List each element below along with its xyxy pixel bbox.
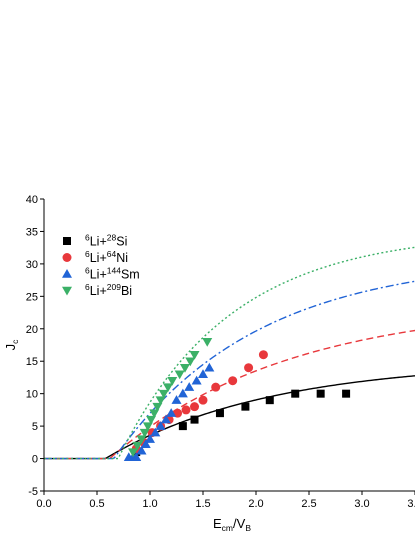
data-point-series-3 [146, 415, 157, 425]
y-tick-label: 35 [26, 226, 38, 238]
axes [43, 199, 415, 492]
data-point-series-2 [204, 362, 215, 372]
fit-curve-3 [44, 246, 415, 460]
data-point-series-3 [174, 370, 185, 380]
data-point-series-0 [342, 389, 351, 398]
data-point-series-3 [128, 448, 139, 458]
x-tick-label: 2.5 [301, 498, 316, 510]
data-point-series-2 [136, 445, 147, 455]
data-point-series-2 [171, 395, 182, 404]
y-tick-label: -5 [28, 486, 38, 498]
data-point-series-1 [244, 363, 254, 373]
data-point-series-3 [158, 389, 169, 399]
data-point-series-3 [149, 409, 160, 419]
data-point-series-0 [316, 389, 325, 398]
data-point-series-2 [140, 439, 151, 449]
y-tick-label: 0 [32, 454, 38, 466]
legend-label-1: 6Li+64Ni [85, 249, 128, 265]
data-point-series-2 [155, 421, 166, 430]
data-point-series-3 [185, 357, 196, 367]
data-point-series-3 [155, 396, 166, 406]
y-axis-title: Jc [3, 339, 20, 351]
x-tick-label: 3.0 [354, 498, 369, 510]
x-tick-label: 3.5 [407, 498, 415, 510]
y-tick-label: 40 [26, 194, 38, 206]
data-point-series-2 [150, 427, 161, 437]
data-point-series-3 [142, 422, 153, 432]
data-point-series-3 [132, 441, 143, 451]
data-point-series-3 [202, 338, 213, 347]
data-point-series-3 [139, 428, 150, 438]
y-tick-label: 25 [26, 291, 38, 303]
legend-marker-2 [62, 269, 72, 278]
x-axis-title: Ecm/VB [213, 516, 251, 533]
data-point-series-2 [131, 452, 142, 462]
data-point-series-0 [291, 389, 300, 398]
x-tick-label: 1.5 [195, 498, 210, 510]
data-point-series-2 [177, 388, 188, 398]
data-point-series-1 [181, 405, 191, 415]
data-point-series-3 [152, 402, 163, 412]
x-tick-label: 0.5 [89, 498, 104, 510]
y-tick-label: 5 [32, 421, 38, 433]
y-tick-label: 15 [26, 356, 38, 368]
data-point-series-2 [166, 408, 177, 417]
legend-marker-1 [62, 253, 72, 262]
data-point-series-1 [190, 402, 200, 412]
y-tick-label: 20 [26, 324, 38, 336]
fit-curve-1 [44, 329, 415, 460]
data-point-series-2 [145, 434, 155, 443]
legend-marker-3 [62, 286, 72, 296]
data-point-series-0 [265, 396, 274, 405]
data-point-series-0 [178, 422, 187, 431]
x-tick-label: 1.0 [142, 498, 157, 510]
x-tick-label: 0.0 [36, 498, 51, 510]
data-point-series-1 [228, 376, 238, 386]
legend-label-0: 6Li+28Si [85, 233, 127, 249]
y-tick-label: 30 [26, 259, 38, 271]
legend-label-2: 6Li+144Sm [85, 266, 140, 282]
data-point-series-3 [179, 363, 190, 373]
fit-curves [44, 246, 415, 460]
ticks: 0.0 0.5 1.0 1.5 2.0 2.5 3.0 3.5 -5 0 5 10 15 20 25 30 35… [26, 194, 415, 510]
data-point-series-0 [241, 402, 250, 411]
fit-curve-2 [44, 280, 415, 460]
data-point-series-1 [198, 395, 208, 405]
x-tick-label: 2.0 [248, 498, 263, 510]
data-point-series-3 [167, 376, 178, 386]
y-tick-label: 10 [26, 389, 38, 401]
data-point-series-2 [198, 369, 208, 378]
data-point-series-3 [189, 350, 200, 360]
data-point-series-0 [215, 409, 224, 418]
legend-marker-0 [63, 237, 71, 245]
data-point-series-3 [136, 435, 147, 445]
data-markers [123, 338, 351, 462]
data-point-series-2 [160, 414, 171, 424]
data-point-series-3 [163, 383, 174, 393]
data-point-series-1 [258, 350, 268, 360]
data-point-series-1 [211, 382, 221, 392]
data-point-series-2 [184, 382, 195, 391]
legend-label-3: 6Li+209Bi [85, 282, 132, 298]
data-point-series-2 [191, 375, 202, 385]
data-point-series-0 [190, 415, 199, 424]
